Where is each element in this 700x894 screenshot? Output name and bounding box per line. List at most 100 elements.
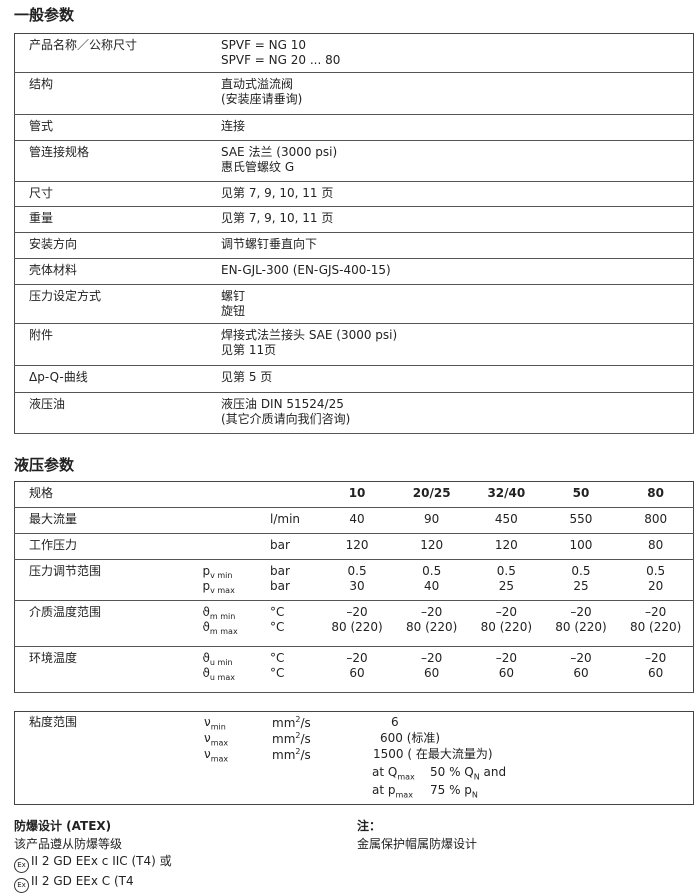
- header-label: 规格: [29, 486, 54, 500]
- visc-unit: mm2/s: [272, 715, 311, 730]
- value-cell: –20: [495, 605, 517, 619]
- value-cell: 40: [349, 512, 365, 526]
- value-cell: 0.5: [571, 564, 591, 578]
- value-cell: 60: [349, 666, 365, 680]
- value-cell: 30: [349, 579, 365, 593]
- general-row: 管式 连接: [14, 115, 694, 141]
- value-cell: 25: [498, 579, 514, 593]
- unit: °C: [270, 620, 285, 634]
- hydraulic-row: 压力调节范围 pv min pv max bar bar 0.5 30 0.5 40 0.5 2…: [14, 560, 694, 601]
- size-header: 50: [572, 486, 590, 500]
- row-value: 连接: [221, 119, 246, 133]
- value-cell: 25: [573, 579, 589, 593]
- value-cell: 120: [345, 538, 369, 552]
- symbol: [202, 512, 270, 527]
- general-row: 液压油 液压油 DIN 51524/25 (其它介质请向我们咨询): [14, 393, 694, 434]
- unit: °C: [270, 605, 285, 619]
- value-cell: –20: [645, 651, 667, 665]
- size-header: 20/25: [412, 486, 451, 500]
- header-row: 规格 10 20/25 32/40 50 80: [14, 482, 694, 508]
- value-cell: –20: [570, 651, 592, 665]
- row-value: 直动式溢流阀 (安装座请垂询): [221, 77, 303, 106]
- value-cell: –20: [421, 651, 443, 665]
- condition-qmax-value: 50 % QN and: [430, 765, 507, 782]
- visc-symbol: νmax: [204, 747, 229, 764]
- hydraulic-row: 工作压力 bar 120 120 120 100 80: [14, 534, 694, 560]
- visc-value: 600 (标准): [380, 731, 441, 745]
- row-label: 壳体材料: [29, 263, 78, 277]
- value-cell: 550: [569, 512, 593, 526]
- row-label: Δp-Q-曲线: [29, 370, 88, 384]
- row-value: SPVF = NG 10 SPVF = NG 20 ... 80: [221, 38, 341, 67]
- value-cell: 450: [494, 512, 518, 526]
- row-label: 管连接规格: [29, 145, 90, 159]
- value-cell: 60: [498, 666, 514, 680]
- row-label: 环境温度: [29, 651, 78, 665]
- value-cell: –20: [421, 605, 443, 619]
- hydraulic-row: 环境温度 ϑu min ϑu max °C °C –20 60 –20 60 –20 60 –20…: [14, 647, 694, 693]
- value-cell: 0.5: [496, 564, 516, 578]
- general-row: Δp-Q-曲线 见第 5 页: [14, 366, 694, 393]
- hydraulic-row: 介质温度范围 ϑm min ϑm max °C °C –20 80 (220) –20 80…: [14, 601, 694, 647]
- value-cell: –20: [346, 651, 368, 665]
- unit: °C: [270, 666, 285, 680]
- row-value: 焊接式法兰接头 SAE (3000 psi) 见第 11页: [221, 328, 398, 357]
- size-header: 10: [348, 486, 366, 500]
- row-label: 液压油: [29, 397, 66, 411]
- row-label: 压力调节范围: [29, 564, 102, 578]
- value-cell: –20: [570, 605, 592, 619]
- row-label: 工作压力: [29, 538, 78, 552]
- row-label: 管式: [29, 119, 54, 133]
- value-cell: –20: [346, 605, 368, 619]
- row-value: 螺钉 旋钮: [221, 289, 246, 318]
- row-value: 见第 5 页: [221, 370, 273, 384]
- general-row: 结构 直动式溢流阀 (安装座请垂询): [14, 73, 694, 115]
- atex-line3: Ex II 2 GD EEx C (T4: [14, 873, 172, 893]
- visc-value: 1500 ( 在最大流量为): [373, 747, 493, 761]
- hydraulic-table: 规格 10 20/25 32/40 50 80 最大流量 l/min 40 90 450 550 80…: [14, 481, 694, 693]
- value-cell: 80 (220): [406, 620, 458, 634]
- value-cell: 120: [420, 538, 444, 552]
- condition-qmax: at Qmax: [372, 765, 415, 782]
- value-cell: 100: [569, 538, 593, 552]
- viscosity-box: 粘度范围 νmin mm2/s 6 νmax mm2/s 600 (标准) νmax…: [14, 711, 694, 805]
- row-label: 附件: [29, 328, 54, 342]
- value-cell: 80 (220): [555, 620, 607, 634]
- general-row: 安装方向 调节螺钉垂直向下: [14, 233, 694, 259]
- row-value: 见第 7, 9, 10, 11 页: [221, 186, 334, 200]
- note-title: 注：: [357, 819, 382, 833]
- row-label: 产品名称／公称尺寸: [29, 38, 138, 52]
- value-cell: –20: [495, 651, 517, 665]
- visc-symbol: νmax: [204, 731, 229, 748]
- note-section: 注： 金属保护帽属防爆设计: [357, 818, 477, 853]
- hydraulic-title: 液压参数: [14, 456, 75, 474]
- value-cell: –20: [645, 605, 667, 619]
- visc-value: 6: [391, 715, 399, 729]
- general-row: 重量 见第 7, 9, 10, 11 页: [14, 207, 694, 233]
- unit: bar: [270, 564, 290, 578]
- value-cell: 0.5: [422, 564, 442, 578]
- row-value: EN-GJL-300 (EN-GJS-400-15): [221, 263, 391, 277]
- atex-title: 防爆设计 (ATEX): [14, 819, 112, 833]
- symbol: pv min: [202, 564, 233, 581]
- row-label: 结构: [29, 77, 54, 91]
- value-cell: 800: [644, 512, 668, 526]
- condition-pmax-value: 75 % pN: [430, 783, 478, 800]
- row-label: 安装方向: [29, 237, 78, 251]
- general-row: 附件 焊接式法兰接头 SAE (3000 psi) 见第 11页: [14, 324, 694, 366]
- symbol: ϑm min: [202, 605, 236, 622]
- note-text: 金属保护帽属防爆设计: [357, 836, 478, 851]
- general-row: 尺寸 见第 7, 9, 10, 11 页: [14, 182, 694, 207]
- value-cell: 120: [494, 538, 518, 552]
- viscosity-label: 粘度范围: [29, 715, 78, 729]
- value-cell: 80 (220): [629, 620, 682, 634]
- unit: l/min: [270, 512, 301, 526]
- row-value: 调节螺钉垂直向下: [221, 237, 318, 251]
- symbol: ϑu max: [202, 666, 235, 683]
- visc-unit: mm2/s: [272, 747, 311, 762]
- symbol: ϑm max: [202, 620, 238, 637]
- value-cell: 80 (220): [331, 620, 383, 634]
- general-row: 壳体材料 EN-GJL-300 (EN-GJS-400-15): [14, 259, 694, 285]
- value-cell: 60: [648, 666, 664, 680]
- value-cell: 40: [424, 579, 440, 593]
